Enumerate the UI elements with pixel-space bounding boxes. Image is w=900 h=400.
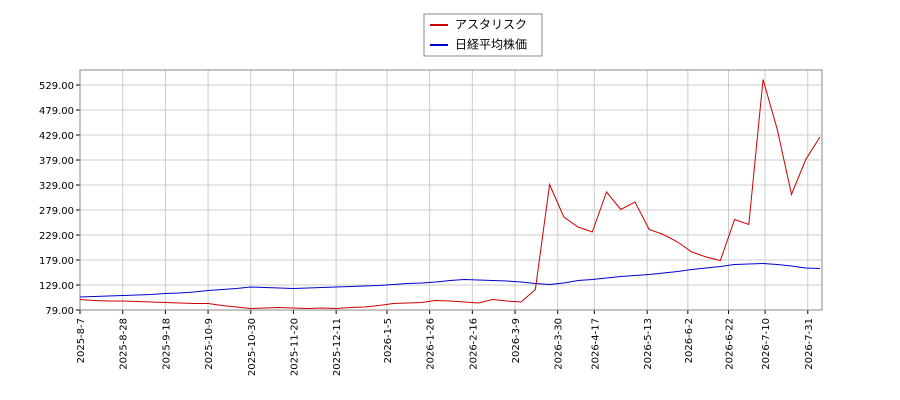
x-tick-label: 2026-1-26	[426, 318, 437, 370]
y-tick-label: 529.00	[39, 81, 74, 92]
x-tick-label: 2025-12-11	[332, 318, 343, 376]
y-tick-label: 279.00	[39, 206, 74, 217]
x-tick-label: 2026-5-13	[643, 318, 654, 370]
series-line	[79, 262, 820, 298]
x-tick-label: 2025-9-18	[161, 318, 172, 370]
y-tick-label: 429.00	[39, 131, 74, 142]
x-tick-label: 2026-1-5	[383, 318, 394, 363]
x-tick-label: 2026-4-17	[590, 318, 601, 370]
legend-label: 日経平均株価	[455, 37, 527, 52]
y-tick-label: 379.00	[39, 156, 74, 167]
y-tick-label: 79.00	[45, 306, 74, 317]
x-tick-label: 2025-8-7	[76, 318, 87, 363]
x-tick-label: 2026-3-30	[554, 318, 565, 370]
y-tick-label: 479.00	[39, 106, 74, 117]
y-tick-label: 229.00	[39, 231, 74, 242]
plot-frame	[79, 69, 823, 311]
x-tick-label: 2025-8-28	[119, 318, 130, 370]
y-tick-label: 329.00	[39, 181, 74, 192]
legend-label: アスタリスク	[455, 18, 527, 32]
x-tick-label: 2026-7-10	[761, 318, 772, 370]
x-tick-label: 2026-2-16	[468, 318, 479, 370]
x-tick-label: 2025-10-30	[247, 318, 258, 376]
x-tick-label: 2026-3-9	[511, 318, 522, 363]
x-tick-label: 2026-6-22	[724, 318, 735, 370]
x-tick-label: 2025-11-20	[289, 318, 300, 376]
y-tick-label: 129.00	[39, 281, 74, 292]
x-tick-label: 2025-10-9	[204, 318, 215, 370]
x-tick-label: 2026-6-2	[684, 318, 695, 363]
x-tick-label: 2026-7-31	[804, 318, 815, 370]
y-tick-label: 179.00	[39, 256, 74, 267]
series-line	[79, 79, 821, 310]
legend-box	[423, 13, 543, 57]
